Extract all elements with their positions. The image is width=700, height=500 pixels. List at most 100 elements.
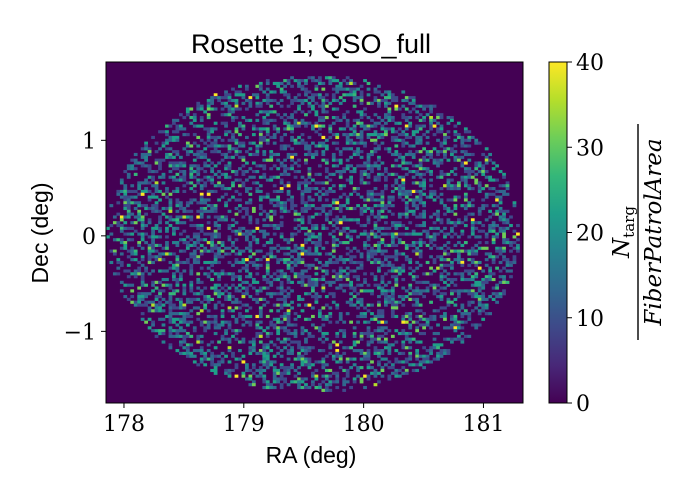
heatmap-cell xyxy=(432,226,437,230)
heatmap-cell xyxy=(238,167,242,171)
heatmap-cell xyxy=(366,329,371,333)
heatmap-cell xyxy=(317,81,322,86)
heatmap-cell xyxy=(432,104,437,108)
heatmap-cell xyxy=(255,152,260,157)
heatmap-cell xyxy=(248,167,253,171)
heatmap-cell xyxy=(390,238,395,242)
heatmap-cell xyxy=(394,107,399,111)
heatmap-cell xyxy=(415,320,420,324)
heatmap-cell xyxy=(307,238,312,242)
heatmap-cell xyxy=(258,326,263,330)
heatmap-cell xyxy=(300,260,305,265)
heatmap-cell xyxy=(258,104,263,108)
heatmap-cell xyxy=(418,331,423,336)
heatmap-cell xyxy=(293,218,298,222)
heatmap-cell xyxy=(172,272,176,276)
heatmap-cell xyxy=(258,198,263,202)
heatmap-cell xyxy=(481,303,486,307)
heatmap-cell xyxy=(314,326,319,330)
heatmap-cell xyxy=(328,79,333,83)
heatmap-cell xyxy=(387,269,392,273)
heatmap-cell xyxy=(206,192,211,196)
heatmap-cell xyxy=(366,340,371,344)
heatmap-cell xyxy=(439,295,444,299)
heatmap-cell xyxy=(460,337,465,341)
heatmap-cell xyxy=(401,343,406,347)
heatmap-cell xyxy=(335,169,340,174)
heatmap-cell xyxy=(349,255,354,259)
heatmap-cell xyxy=(165,243,169,248)
heatmap-cell xyxy=(311,124,315,128)
heatmap-cell xyxy=(429,127,433,131)
heatmap-cell xyxy=(154,189,159,194)
heatmap-cell xyxy=(502,175,506,179)
heatmap-cell xyxy=(165,133,169,137)
heatmap-cell xyxy=(151,226,155,230)
heatmap-cell xyxy=(276,329,281,333)
heatmap-cell xyxy=(311,223,315,228)
heatmap-cell xyxy=(178,329,183,333)
heatmap-cell xyxy=(286,351,291,355)
heatmap-cell xyxy=(245,201,249,205)
heatmap-cell xyxy=(377,209,381,213)
heatmap-cell xyxy=(227,320,232,324)
heatmap-cell xyxy=(418,314,423,319)
heatmap-cell xyxy=(206,138,211,142)
heatmap-cell xyxy=(317,312,322,316)
heatmap-cell xyxy=(245,238,249,242)
heatmap-cell xyxy=(203,363,208,367)
heatmap-cell xyxy=(436,309,440,313)
heatmap-cell xyxy=(463,320,468,324)
heatmap-cell xyxy=(245,169,249,174)
heatmap-cell xyxy=(276,195,281,199)
heatmap-cell xyxy=(182,241,187,245)
heatmap-cell xyxy=(359,150,364,154)
heatmap-cell xyxy=(321,331,326,336)
heatmap-cell xyxy=(279,147,284,151)
heatmap-cell xyxy=(272,354,277,358)
heatmap-cell xyxy=(317,141,322,145)
heatmap-cell xyxy=(366,93,371,97)
heatmap-cell xyxy=(470,204,475,208)
heatmap-cell xyxy=(297,272,301,276)
heatmap-cell xyxy=(192,169,197,174)
heatmap-cell xyxy=(196,226,201,230)
heatmap-cell xyxy=(206,127,211,131)
heatmap-cell xyxy=(276,260,281,265)
heatmap-cell xyxy=(234,169,239,174)
heatmap-cell xyxy=(443,263,447,267)
heatmap-cell xyxy=(234,152,239,157)
heatmap-cell xyxy=(192,133,197,137)
heatmap-cell xyxy=(384,232,388,236)
heatmap-cell xyxy=(154,169,159,174)
heatmap-cell xyxy=(255,118,260,122)
heatmap-cell xyxy=(453,198,458,202)
heatmap-cell xyxy=(248,101,253,105)
heatmap-cell xyxy=(206,275,211,279)
heatmap-cell xyxy=(439,127,444,131)
heatmap-cell xyxy=(422,331,426,336)
heatmap-cell xyxy=(251,127,256,131)
heatmap-cell xyxy=(189,218,194,222)
heatmap-cell xyxy=(321,223,326,228)
heatmap-cell xyxy=(498,269,503,273)
heatmap-cell xyxy=(463,150,468,154)
heatmap-cell xyxy=(474,164,479,168)
heatmap-cell xyxy=(331,115,336,120)
heatmap-cell xyxy=(502,255,506,259)
heatmap-cell xyxy=(380,198,385,202)
heatmap-cell xyxy=(342,133,347,137)
heatmap-cell xyxy=(324,252,329,256)
heatmap-cell xyxy=(373,187,378,191)
heatmap-cell xyxy=(304,189,308,194)
heatmap-cell xyxy=(429,272,433,276)
heatmap-cell xyxy=(248,192,253,196)
heatmap-cell xyxy=(178,334,183,338)
heatmap-cell xyxy=(456,309,461,313)
heatmap-cell xyxy=(390,243,395,248)
heatmap-cell xyxy=(269,340,274,344)
heatmap-cell xyxy=(324,192,329,196)
heatmap-cell xyxy=(286,368,291,373)
heatmap-cell xyxy=(439,351,444,355)
heatmap-cell xyxy=(307,172,312,176)
